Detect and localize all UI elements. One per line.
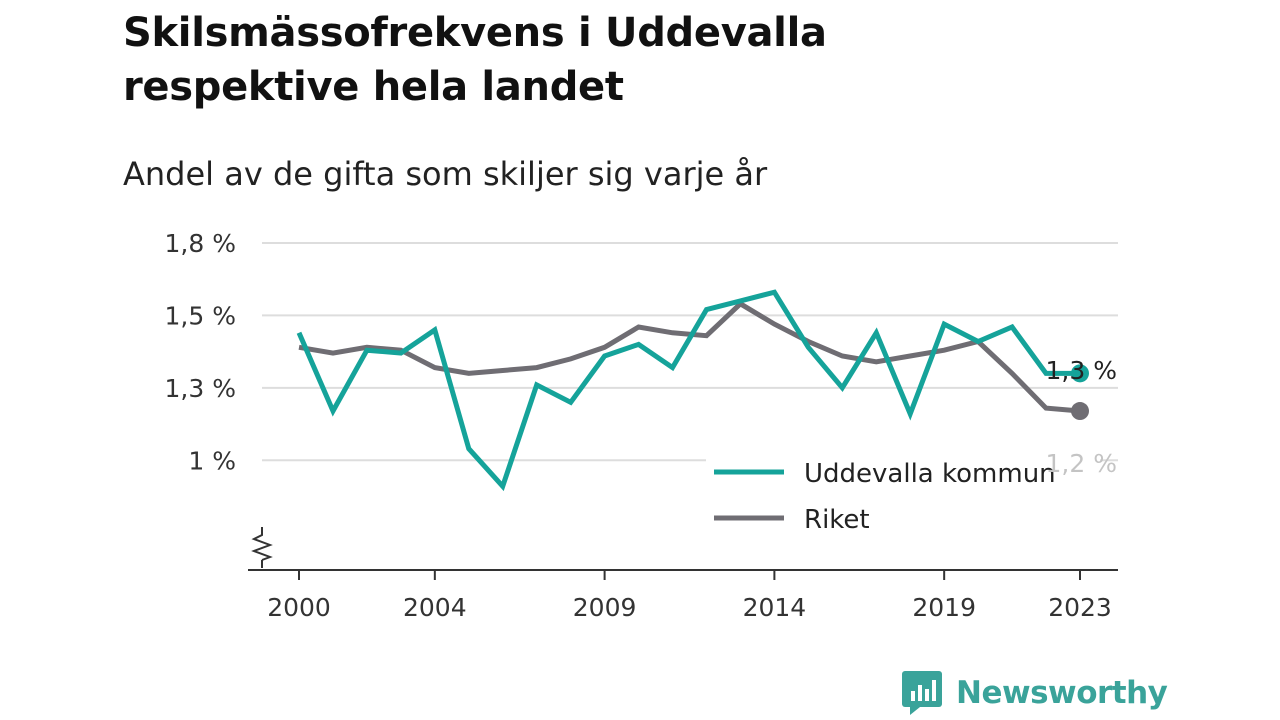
brand-name: Newsworthy: [956, 675, 1168, 711]
y-tick-label: 1,3 %: [165, 374, 236, 403]
chart-title-line-2: respektive hela landet: [123, 64, 624, 110]
end-label-uddevalla: 1,3 %: [1046, 356, 1117, 385]
x-tick-label: 2014: [743, 593, 807, 622]
legend-background: [706, 447, 1100, 549]
series-line-riket: [298, 300, 1081, 414]
x-tick-label: 2009: [573, 593, 637, 622]
chart-title-line-1: Skilsmässofrekvens i Uddevalla: [123, 10, 827, 56]
end-point-marker: [1071, 364, 1089, 383]
x-tick-label: 2000: [267, 593, 331, 622]
legend-label: Uddevalla kommun: [804, 459, 1056, 489]
end-label-riket: 1,2 %: [1046, 449, 1117, 478]
series-lines: [296, 289, 1081, 492]
chart-title: Skilsmässofrekvens i Uddevalla respektiv…: [123, 6, 1123, 114]
x-tick-label: 2023: [1048, 593, 1112, 622]
newsworthy-logo-icon: [902, 671, 942, 715]
legend-label: Riket: [804, 505, 870, 535]
x-tick-label: 2019: [912, 593, 976, 622]
y-tick-label: 1 %: [188, 446, 236, 475]
end-point-marker: [1071, 402, 1089, 421]
end-labels: 1,2 % 1,3 %: [1046, 356, 1117, 478]
series-line-uddevalla: [296, 289, 1080, 492]
y-tick-label: 1,5 %: [165, 301, 236, 330]
newsworthy-brand: Newsworthy: [902, 668, 1168, 718]
chart-subtitle: Andel av de gifta som skiljer sig varje …: [123, 155, 768, 193]
legend: Uddevalla kommun Riket: [706, 447, 1100, 549]
x-tick-label: 2004: [403, 593, 467, 622]
axes: 1 % 1,3 % 1,5 % 1,8 % 2000 2004 2009 2014 2019 20…: [165, 229, 1118, 622]
axis-break-icon: [251, 527, 273, 561]
y-tick-label: 1,8 %: [165, 229, 236, 258]
